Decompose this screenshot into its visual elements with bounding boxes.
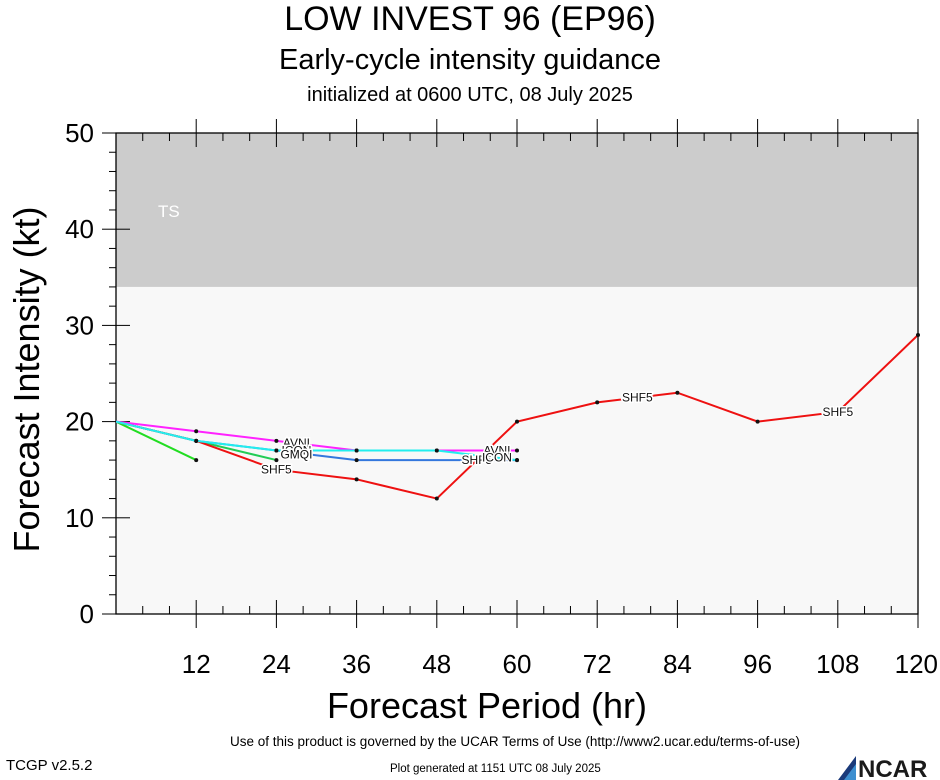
series-point-shf5 bbox=[595, 400, 600, 405]
series-point-shf5 bbox=[354, 477, 359, 482]
series-label-avni: AVNI bbox=[483, 443, 510, 457]
x-tick-label: 96 bbox=[743, 649, 772, 679]
x-tick-label: 120 bbox=[895, 649, 938, 679]
series-point-shf5 bbox=[755, 419, 760, 424]
y-tick-label: 0 bbox=[80, 599, 94, 629]
series-label-icon: ICON bbox=[482, 451, 512, 465]
x-tick-label: 48 bbox=[422, 649, 451, 679]
series-point-series-1 bbox=[194, 458, 199, 463]
band-label-ts: TS bbox=[158, 202, 180, 221]
x-tick-label: 72 bbox=[583, 649, 612, 679]
x-tick-label: 84 bbox=[663, 649, 692, 679]
series-point-shf5 bbox=[515, 419, 519, 424]
series-label-shf5: SHF5 bbox=[622, 391, 653, 405]
terms-of-use-text: Use of this product is governed by the U… bbox=[230, 734, 800, 749]
series-point-icon bbox=[515, 458, 519, 463]
y-axis-label: Forecast Intensity (kt) bbox=[6, 206, 47, 552]
version-label: TCGP v2.5.2 bbox=[6, 757, 93, 774]
y-tick-label: 20 bbox=[65, 407, 94, 437]
series-line-series-1 bbox=[116, 420, 197, 461]
x-tick-label: 108 bbox=[816, 649, 859, 679]
ncar-logo-text: NCAR bbox=[858, 756, 927, 780]
x-tick-label: 24 bbox=[262, 649, 291, 679]
ncar-logo-mark-inner bbox=[844, 764, 856, 780]
x-axis-label: Forecast Period (hr) bbox=[327, 685, 647, 726]
y-tick-label: 50 bbox=[65, 118, 94, 148]
initialization-time: initialized at 0600 UTC, 08 July 2025 bbox=[307, 84, 633, 106]
x-tick-label: 60 bbox=[503, 649, 532, 679]
series-point-avni bbox=[194, 429, 199, 434]
ncar-logo: NCAR bbox=[838, 756, 927, 780]
series-point-shf5 bbox=[274, 467, 279, 472]
x-tick-label: 12 bbox=[182, 649, 211, 679]
series-label-shf5: SHF5 bbox=[462, 453, 493, 467]
series-label-avni: AVNI bbox=[283, 436, 310, 450]
series-point-shf5 bbox=[434, 496, 439, 501]
series-label-gmqi: GMQI bbox=[280, 447, 312, 461]
series-point-dshp bbox=[354, 458, 359, 463]
series-point-shf5 bbox=[675, 390, 680, 395]
series-point-series-2 bbox=[274, 458, 279, 463]
y-tick-label: 40 bbox=[65, 214, 94, 244]
series-point-icon bbox=[194, 438, 199, 443]
series-label-shf5: SHF5 bbox=[261, 463, 292, 477]
y-tick-label: 10 bbox=[65, 503, 94, 533]
generated-time: Plot generated at 1151 UTC 08 July 2025 bbox=[390, 763, 601, 775]
series-point-icon bbox=[434, 448, 439, 453]
series-label-icon: ICON bbox=[281, 443, 311, 457]
series-label-shf5: SHF5 bbox=[822, 405, 853, 419]
chart-subtitle: Early-cycle intensity guidance bbox=[278, 44, 661, 76]
series-point-avni bbox=[274, 438, 279, 443]
series-point-icon bbox=[354, 448, 359, 453]
y-tick-label: 30 bbox=[65, 310, 94, 340]
series-point-icon bbox=[274, 448, 279, 453]
series-point-avni bbox=[515, 448, 519, 453]
series-point-shf5 bbox=[835, 409, 840, 414]
band-ts bbox=[116, 133, 918, 287]
series-line-avni bbox=[116, 420, 517, 452]
chart-title: LOW INVEST 96 (EP96) bbox=[284, 0, 656, 38]
series-line-icon bbox=[116, 420, 518, 462]
x-tick-label: 36 bbox=[342, 649, 371, 679]
series-point-shf5 bbox=[916, 333, 920, 338]
